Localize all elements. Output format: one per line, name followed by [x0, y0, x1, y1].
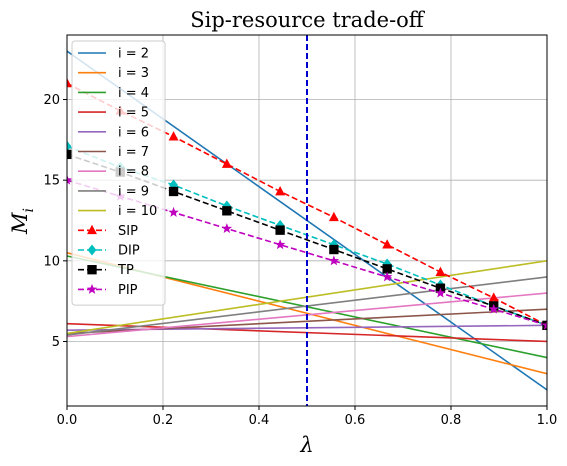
- x-tick-label: 0.2: [153, 413, 174, 428]
- y-tick-label: 15: [43, 174, 60, 189]
- series-marker-dip: [329, 239, 339, 251]
- legend-marker-tp: [87, 265, 97, 275]
- x-tick-label: 0.0: [57, 413, 78, 428]
- series-markers: [67, 77, 547, 331]
- series-marker-sip: [382, 239, 393, 249]
- series-marker-sip: [435, 266, 446, 276]
- series-marker-tp: [67, 149, 72, 160]
- x-tick-label: 0.8: [441, 413, 462, 428]
- series-marker-pip: [381, 271, 393, 282]
- legend-marker-dip: [87, 244, 97, 256]
- series-marker-tp: [275, 225, 285, 235]
- legend-label-i-2: i = 2: [118, 47, 149, 62]
- legend-label-i-8: i = 8: [118, 165, 149, 180]
- series-marker-sip: [328, 211, 339, 222]
- x-axis-label: λ: [299, 433, 313, 457]
- series-marker-pip: [435, 287, 446, 298]
- y-axis-label-main: M: [8, 212, 32, 235]
- y-tick-label: 20: [43, 93, 60, 108]
- legend-label-i-6: i = 6: [118, 125, 149, 140]
- legend-label-dip: DIP: [118, 244, 140, 259]
- y-tick-label: 5: [52, 335, 60, 350]
- axis-ticks: 0.0 0.2 0.4 0.6 0.8 1.0 5 10 15 20: [43, 93, 557, 428]
- y-axis-label: Mi: [8, 208, 37, 235]
- legend-label-i-10: i = 10: [118, 204, 157, 219]
- y-axis-label-subscript: i: [21, 208, 37, 212]
- series-marker-pip: [274, 239, 286, 250]
- series-marker-tp: [168, 186, 179, 197]
- x-tick-label: 0.6: [345, 413, 366, 428]
- x-tick-label: 0.4: [249, 413, 270, 428]
- legend-marker-sip: [87, 224, 97, 235]
- x-tick-label: 1.0: [537, 413, 558, 428]
- legend-box: [71, 40, 166, 306]
- series-marker-sip: [221, 158, 232, 168]
- legend-label-sip: SIP: [118, 224, 138, 239]
- series-marker-sip: [67, 77, 72, 88]
- series-marker-pip: [328, 255, 340, 266]
- series-marker-pip: [221, 223, 233, 234]
- y-axis-label-group: Mi: [8, 208, 37, 235]
- legend-label-i-7: i = 7: [118, 145, 149, 160]
- series-marker-tp: [382, 264, 392, 274]
- legend-label-i-5: i = 5: [118, 106, 149, 121]
- series-marker-tp: [329, 244, 339, 255]
- series-marker-dip: [275, 219, 285, 231]
- legend-label-i-3: i = 3: [118, 66, 149, 81]
- series-marker-pip: [67, 174, 73, 185]
- series-marker-sip: [168, 131, 179, 141]
- legend-label-i-9: i = 9: [118, 184, 149, 199]
- chart-title: Sip-resource trade-off: [190, 8, 426, 32]
- series-marker-tp: [222, 206, 232, 216]
- legend-marker-pip: [86, 283, 98, 294]
- legend-label-pip: PIP: [118, 283, 138, 298]
- legend-label-i-4: i = 4: [118, 86, 149, 101]
- y-tick-label: 10: [43, 254, 60, 269]
- plot-frame: [66, 34, 548, 407]
- series-marker-pip: [488, 303, 499, 314]
- legend-label-tp: TP: [117, 263, 134, 278]
- series-marker-sip: [488, 292, 499, 302]
- legend: i = 2 i = 3 i = 4 i = 5 i = 6 i = 7 i = 8 i = 9…: [71, 40, 166, 306]
- series-marker-pip: [541, 319, 547, 330]
- series-marker-sip: [275, 185, 286, 196]
- series-marker-dip: [67, 140, 72, 152]
- series-marker-pip: [168, 206, 179, 217]
